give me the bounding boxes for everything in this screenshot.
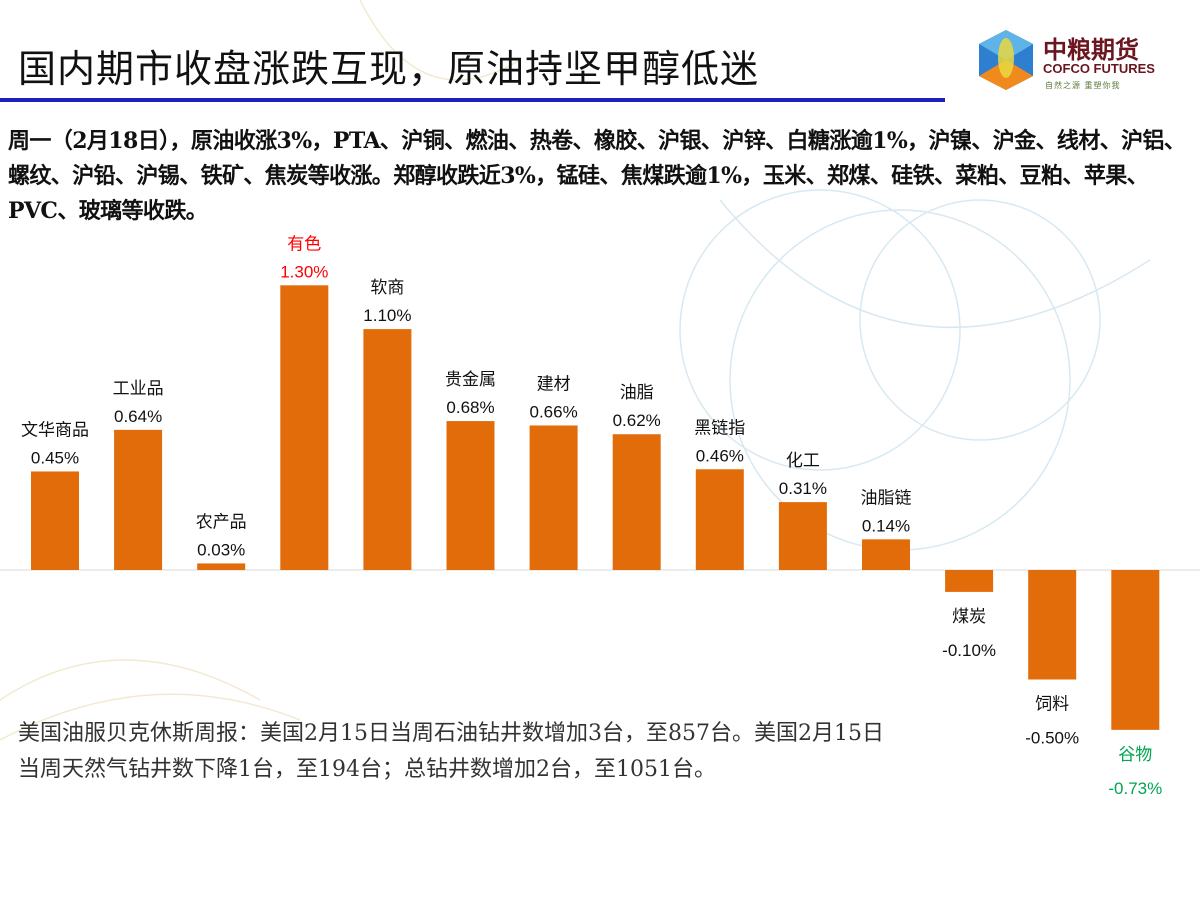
value-label: 0.68% xyxy=(446,398,494,417)
bar-建材 xyxy=(529,425,578,570)
cofco-futures-logo: 中粮期货 COFCO FUTURES 自然之源 重塑你我 xyxy=(975,28,1175,98)
value-label: -0.10% xyxy=(942,641,996,660)
value-label: 0.64% xyxy=(114,407,162,426)
category-label: 饲料 xyxy=(1035,695,1069,714)
bar-饲料 xyxy=(1028,570,1077,680)
bar-贵金属 xyxy=(446,421,495,570)
value-label: 0.45% xyxy=(31,448,79,467)
bar-油脂 xyxy=(612,434,661,570)
category-label: 贵金属 xyxy=(445,370,496,389)
bar-工业品 xyxy=(114,429,163,570)
value-label: 0.14% xyxy=(862,516,910,535)
category-label: 文华商品 xyxy=(21,420,89,439)
category-label: 软商 xyxy=(370,278,404,297)
bar-谷物 xyxy=(1111,570,1160,730)
category-label: 工业品 xyxy=(113,379,164,398)
page-title: 国内期市收盘涨跌互现，原油持坚甲醇低迷 xyxy=(18,47,760,91)
bar-煤炭 xyxy=(945,570,994,592)
value-label: 0.03% xyxy=(197,540,245,559)
value-label: 1.30% xyxy=(280,262,328,281)
market-summary: 周一（2月18日），原油收涨3%，PTA、沪铜、燃油、热卷、橡胶、沪银、沪锌、白… xyxy=(8,128,1186,224)
category-label: 化工 xyxy=(786,451,820,470)
bar-农产品 xyxy=(197,563,246,570)
bar-软商 xyxy=(363,329,412,570)
logo-slogan: 自然之源 重塑你我 xyxy=(1045,81,1121,90)
title-divider xyxy=(0,98,945,102)
value-label: -0.73% xyxy=(1108,779,1162,798)
bar-有色 xyxy=(280,285,329,570)
category-label: 油脂 xyxy=(620,383,654,402)
value-label: 0.66% xyxy=(529,402,577,421)
category-label: 黑链指 xyxy=(694,418,745,437)
value-label: 1.10% xyxy=(363,306,411,325)
logo-cube-icon xyxy=(979,30,1033,90)
rig-count-note: 美国油服贝克休斯周报：美国2月15日当周石油钻井数增加3台，至857台。美国2月… xyxy=(18,721,884,782)
bar-化工 xyxy=(778,502,827,570)
bar-油脂链 xyxy=(862,539,910,570)
category-label: 油脂链 xyxy=(861,488,912,507)
category-label: 建材 xyxy=(537,374,571,393)
bar-文华商品 xyxy=(31,471,79,570)
category-label: 农产品 xyxy=(196,512,247,531)
value-label: 0.46% xyxy=(696,446,744,465)
category-label: 谷物 xyxy=(1118,745,1152,764)
category-label: 煤炭 xyxy=(952,607,986,626)
value-label: 0.62% xyxy=(613,411,661,430)
logo-english-name: COFCO FUTURES xyxy=(1043,61,1155,76)
value-label: 0.31% xyxy=(779,479,827,498)
category-label: 有色 xyxy=(287,234,321,253)
value-label: -0.50% xyxy=(1025,729,1079,748)
logo-chinese-name: 中粮期货 xyxy=(1043,36,1139,64)
bar-黑链指 xyxy=(695,469,744,570)
